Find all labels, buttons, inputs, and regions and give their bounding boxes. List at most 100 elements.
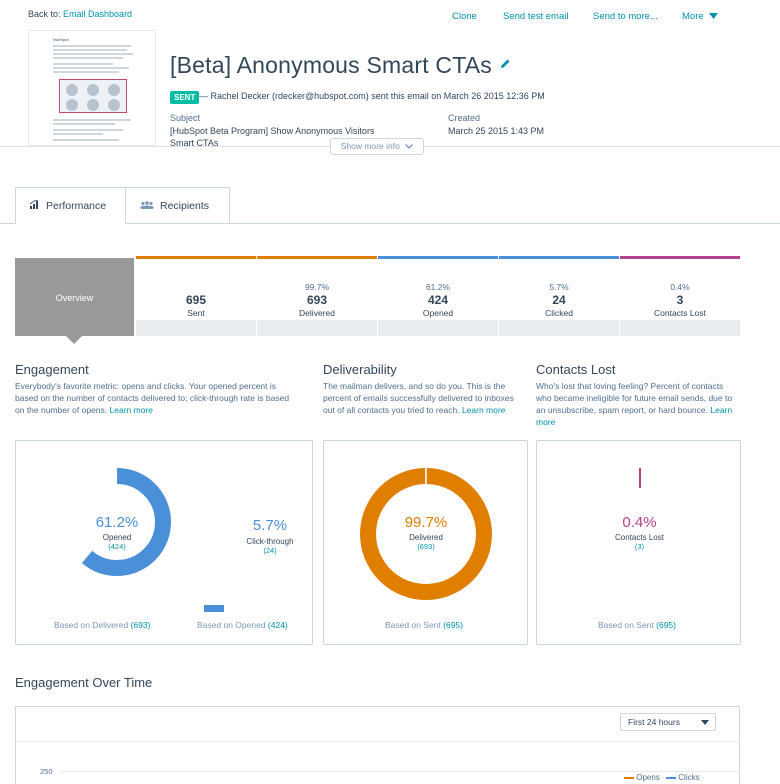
deliverability-learn-more-link[interactable]: Learn more	[461, 405, 506, 415]
delivered-count: (693)	[417, 542, 435, 551]
click-through-bar	[204, 605, 224, 612]
subject-value-line1: [HubSpot Beta Program] Show Anonymous Vi…	[170, 126, 375, 136]
stat-percent: 5.7%	[549, 282, 569, 292]
opened-percent: 61.2%	[95, 514, 139, 531]
stat-label: Delivered	[299, 308, 335, 318]
chart-legend: Opens Clicks	[624, 773, 700, 782]
based-on-delivered-count[interactable]: (693)	[130, 620, 151, 630]
click-through-label: Click-through	[246, 537, 294, 546]
show-more-info-button[interactable]: Show more info	[330, 138, 424, 155]
stat-opened[interactable]: 61.2% 424 Opened	[378, 256, 498, 336]
y-axis-tick: 250	[40, 767, 53, 776]
stat-number: 3	[676, 293, 684, 307]
tab-recipients-label: Recipients	[160, 200, 210, 212]
based-on-sent: Based on Sent (695)	[385, 620, 463, 630]
legend-clicks-label: Clicks	[678, 773, 700, 782]
chevron-down-icon	[709, 13, 719, 20]
engagement-over-time-card	[15, 706, 740, 784]
contacts-lost-description: Who's lost that loving feeling? Percent …	[536, 380, 751, 428]
engagement-desc-line: on the number of opens.	[15, 405, 108, 415]
email-thumbnail[interactable]: HubSpot	[28, 30, 156, 146]
opened-donut-chart	[63, 468, 171, 576]
stat-footer	[620, 320, 740, 336]
stat-delivered[interactable]: 99.7% 693 Delivered	[257, 256, 377, 336]
deliverability-card: 99.7% Delivered (693) Based on Sent (695…	[323, 440, 528, 645]
stat-sent[interactable]: 695 Sent	[136, 256, 256, 336]
based-on-opened-label: Based on Opened	[197, 620, 266, 630]
based-on-sent-label: Based on Sent	[385, 620, 441, 630]
stat-color-bar	[620, 256, 740, 259]
stat-percent	[136, 282, 256, 292]
bar-chart-icon	[30, 200, 39, 209]
stat-percent: 61.2%	[425, 282, 451, 292]
chart-gridline	[60, 771, 740, 772]
subject-value-line2: Smart CTAs	[170, 138, 219, 148]
based-on-sent: Based on Sent (695)	[598, 620, 676, 630]
status-badge: SENT	[170, 91, 200, 104]
overview-pointer	[66, 336, 82, 344]
thumbnail-preview-image	[59, 79, 127, 113]
deliverability-desc-line: The mailman delivers, and so do you. Thi…	[323, 381, 506, 391]
clone-button[interactable]: Clone	[452, 11, 477, 22]
contacts-lost-title: Contacts Lost	[536, 362, 616, 377]
stat-percent: 0.4%	[670, 282, 690, 292]
legend-opens-label: Opens	[636, 773, 660, 782]
overview-tile[interactable]: Overview	[15, 258, 134, 336]
deliverability-desc-line: out of all contacts you tried to reach.	[323, 405, 460, 415]
tab-recipients[interactable]: Recipients	[125, 187, 230, 224]
stat-clicked[interactable]: 5.7% 24 Clicked	[499, 256, 619, 336]
deliverability-desc-line: percent of emails successfully delivered…	[323, 393, 514, 403]
stat-number: 24	[552, 293, 566, 307]
engagement-over-time-divider	[15, 741, 740, 742]
contacts-lost-desc-line: Who's lost that loving feeling? Percent …	[536, 381, 724, 391]
based-on-sent-label: Based on Sent	[598, 620, 654, 630]
based-on-sent-count[interactable]: (695)	[656, 620, 676, 630]
people-icon	[140, 201, 154, 209]
tab-performance-label: Performance	[46, 200, 107, 212]
stat-number: 693	[306, 293, 328, 307]
contacts-lost-percent: 0.4%	[622, 514, 657, 531]
engagement-learn-more-link[interactable]: Learn more	[109, 405, 153, 415]
based-on-sent-count[interactable]: (695)	[443, 620, 463, 630]
stat-footer	[499, 320, 619, 336]
subject-label: Subject	[170, 113, 201, 123]
deliverability-description: The mailman delivers, and so do you. Thi…	[323, 380, 533, 416]
contacts-lost-learn-more-link[interactable]: Learn	[710, 405, 733, 415]
stat-color-bar	[499, 256, 619, 259]
stat-footer	[378, 320, 498, 336]
contacts-lost-desc-line: an unsubscribe, spam report, or hard bou…	[536, 405, 708, 415]
stat-label: Contacts Lost	[654, 308, 706, 318]
show-more-label: Show more info	[340, 141, 400, 151]
caret-down-icon	[701, 720, 709, 725]
tab-performance[interactable]: Performance	[15, 187, 126, 224]
time-range-value: First 24 hours	[628, 717, 680, 727]
based-on-opened-count[interactable]: (424)	[267, 620, 288, 630]
created-value: March 25 2015 1:43 PM	[448, 126, 545, 136]
email-dashboard-link[interactable]: Email Dashboard	[63, 9, 133, 19]
edit-pencil-icon[interactable]	[499, 58, 511, 70]
more-menu-button[interactable]: More	[682, 11, 719, 22]
send-to-more-button[interactable]: Send to more...	[593, 11, 658, 22]
more-label: More	[682, 11, 704, 22]
contacts-lost-bar	[639, 468, 641, 488]
send-test-email-button[interactable]: Send test email	[503, 11, 569, 22]
delivered-percent: 99.7%	[404, 514, 448, 531]
stat-number: 695	[185, 293, 207, 307]
time-range-select[interactable]: First 24 hours	[620, 713, 716, 731]
created-label: Created	[448, 113, 481, 123]
engagement-over-time-title: Engagement Over Time	[15, 675, 153, 690]
engagement-desc-line: Everybody's favorite metric: opens and c…	[15, 381, 277, 391]
based-on-delivered-label: Based on Delivered	[54, 620, 129, 630]
opened-donut-arc	[63, 468, 171, 576]
stat-contacts-lost[interactable]: 0.4% 3 Contacts Lost	[620, 256, 740, 336]
click-through-count: (24)	[263, 546, 277, 555]
stat-color-bar	[378, 256, 498, 259]
contacts-lost-count: (3)	[634, 542, 645, 551]
delivered-donut-chart	[360, 468, 492, 600]
engagement-desc-line: based on the number of contacts delivere…	[15, 393, 290, 403]
back-prefix: Back to:	[28, 9, 61, 19]
based-on-delivered: Based on Delivered (693)	[54, 620, 150, 630]
stat-footer	[136, 320, 256, 336]
contacts-lost-learn-more-link-cont[interactable]: more	[536, 417, 556, 427]
stat-label: Clicked	[545, 308, 573, 318]
